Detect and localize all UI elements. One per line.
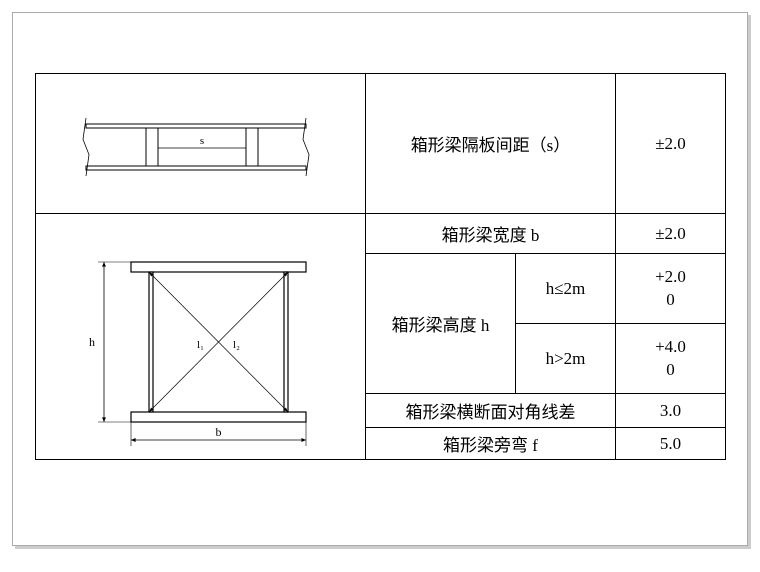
param-cell: 箱形梁横断面对角线差 (366, 394, 616, 428)
value-text: 5.0 (660, 434, 681, 453)
param-cell: 箱形梁高度 h (366, 254, 516, 394)
value-text: ±2.0 (655, 224, 686, 243)
sub-cell: h≤2m (516, 254, 616, 324)
value-cell: ±2.0 (616, 74, 726, 214)
param-label: 箱形梁横断面对角线差 (406, 403, 576, 422)
param-cell: 箱形梁宽度 b (366, 214, 616, 254)
beam-side-diagram: s (36, 74, 366, 214)
svg-text:b: b (216, 425, 222, 439)
value-text: ±2.0 (655, 134, 686, 153)
param-label: 箱形梁旁弯 f (443, 436, 538, 455)
param-label: 箱形梁隔板间距（s） (411, 136, 571, 155)
spec-table: s 箱形梁隔板间距（s） ±2.0 l₁l₂hb 箱形梁宽度 b ±2.0 (35, 73, 726, 460)
value-cell: +4.0 0 (616, 324, 726, 394)
value-cell: 5.0 (616, 428, 726, 460)
svg-text:h: h (89, 335, 95, 349)
svg-text:l₁: l₁ (197, 339, 204, 351)
sub-label: h≤2m (546, 279, 586, 298)
value-cell: ±2.0 (616, 214, 726, 254)
svg-text:s: s (200, 135, 204, 147)
value-cell: 3.0 (616, 394, 726, 428)
value-line: +4.0 (655, 337, 686, 356)
param-label: 箱形梁宽度 b (442, 226, 540, 245)
param-label: 箱形梁高度 h (392, 316, 490, 335)
value-line: +2.0 (655, 267, 686, 286)
box-section-diagram: l₁ l₂ h b (36, 214, 366, 460)
value-text: 3.0 (660, 401, 681, 420)
sub-cell: h>2m (516, 324, 616, 394)
param-cell: 箱形梁隔板间距（s） (366, 74, 616, 214)
sub-label: h>2m (546, 349, 586, 368)
page-frame: s 箱形梁隔板间距（s） ±2.0 l₁l₂hb 箱形梁宽度 b ±2.0 (12, 12, 748, 546)
param-cell: 箱形梁旁弯 f (366, 428, 616, 460)
value-cell: +2.0 0 (616, 254, 726, 324)
table-row: l₁l₂hb 箱形梁宽度 b ±2.0 (36, 214, 726, 254)
diagram-cell-section: l₁ l₂ h b (36, 214, 366, 460)
value-line: 0 (666, 290, 675, 309)
svg-text:l₂: l₂ (233, 339, 240, 351)
diagram-cell-top: s (36, 74, 366, 214)
value-line: 0 (666, 360, 675, 379)
table-row: s 箱形梁隔板间距（s） ±2.0 (36, 74, 726, 214)
